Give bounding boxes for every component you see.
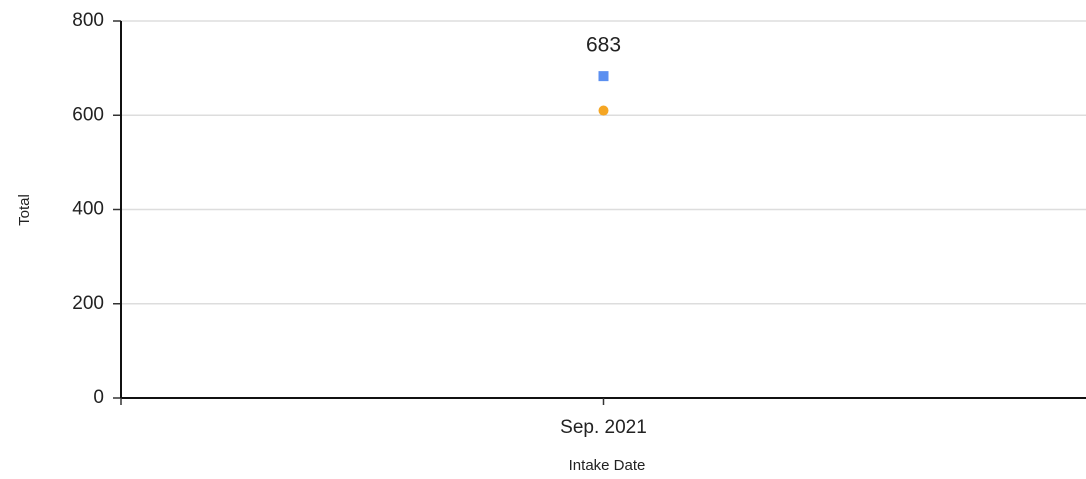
y-tick-label: 800 xyxy=(72,10,104,31)
y-tick-label: 0 xyxy=(93,387,104,408)
y-tick-label: 400 xyxy=(72,199,104,220)
point xyxy=(598,71,609,82)
x-axis-label: Intake Date xyxy=(569,457,646,474)
point xyxy=(598,105,609,116)
x-tick-label: Sep. 2021 xyxy=(560,417,647,438)
data-label: 683 xyxy=(586,34,621,57)
y-tick-label: 200 xyxy=(72,293,104,314)
y-axis-label: Total xyxy=(16,194,33,226)
y-tick-label: 600 xyxy=(72,104,104,125)
